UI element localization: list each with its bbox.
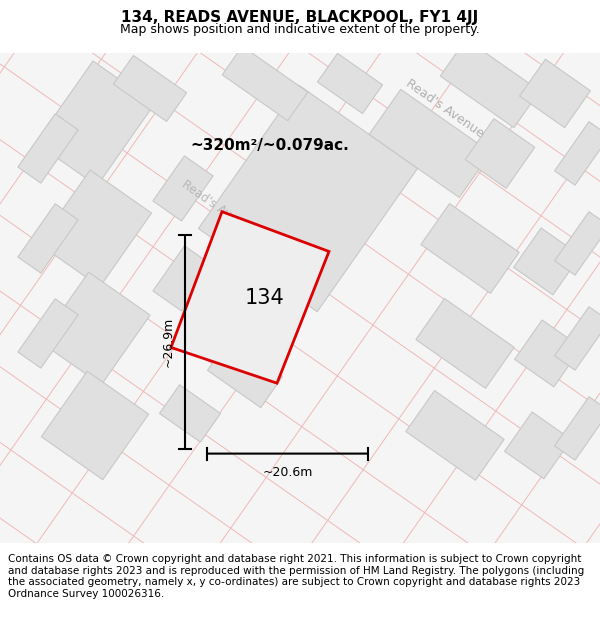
Polygon shape [554, 122, 600, 185]
Polygon shape [554, 307, 600, 370]
Text: 134, READS AVENUE, BLACKPOOL, FY1 4JJ: 134, READS AVENUE, BLACKPOOL, FY1 4JJ [121, 10, 479, 25]
Polygon shape [554, 212, 600, 275]
Text: Read's Avenue: Read's Avenue [404, 77, 487, 140]
Polygon shape [421, 204, 519, 293]
Polygon shape [416, 299, 514, 388]
Polygon shape [554, 397, 600, 460]
Polygon shape [153, 246, 213, 311]
Polygon shape [35, 61, 154, 186]
Polygon shape [208, 339, 283, 408]
Polygon shape [317, 53, 383, 114]
Polygon shape [153, 156, 213, 221]
Polygon shape [514, 228, 580, 295]
Polygon shape [40, 272, 150, 385]
Text: ~20.6m: ~20.6m [262, 466, 313, 479]
Polygon shape [465, 119, 535, 188]
Polygon shape [515, 320, 581, 387]
Polygon shape [18, 204, 78, 273]
Polygon shape [199, 85, 418, 312]
Text: ~320m²/~0.079ac.: ~320m²/~0.079ac. [191, 138, 349, 153]
Polygon shape [41, 371, 149, 480]
Polygon shape [18, 114, 78, 183]
Polygon shape [505, 412, 571, 479]
Text: Map shows position and indicative extent of the property.: Map shows position and indicative extent… [120, 22, 480, 36]
Text: 134: 134 [245, 288, 284, 308]
Polygon shape [406, 391, 504, 480]
Polygon shape [38, 170, 152, 287]
Polygon shape [171, 212, 329, 383]
Polygon shape [18, 299, 78, 368]
Text: ~26.9m: ~26.9m [162, 317, 175, 367]
Polygon shape [160, 385, 221, 442]
Polygon shape [440, 39, 540, 127]
Polygon shape [369, 89, 491, 198]
Polygon shape [520, 59, 590, 127]
Text: Contains OS data © Crown copyright and database right 2021. This information is : Contains OS data © Crown copyright and d… [8, 554, 584, 599]
Text: Read's Avenue: Read's Avenue [179, 178, 257, 239]
Polygon shape [222, 46, 308, 121]
Polygon shape [113, 56, 187, 121]
